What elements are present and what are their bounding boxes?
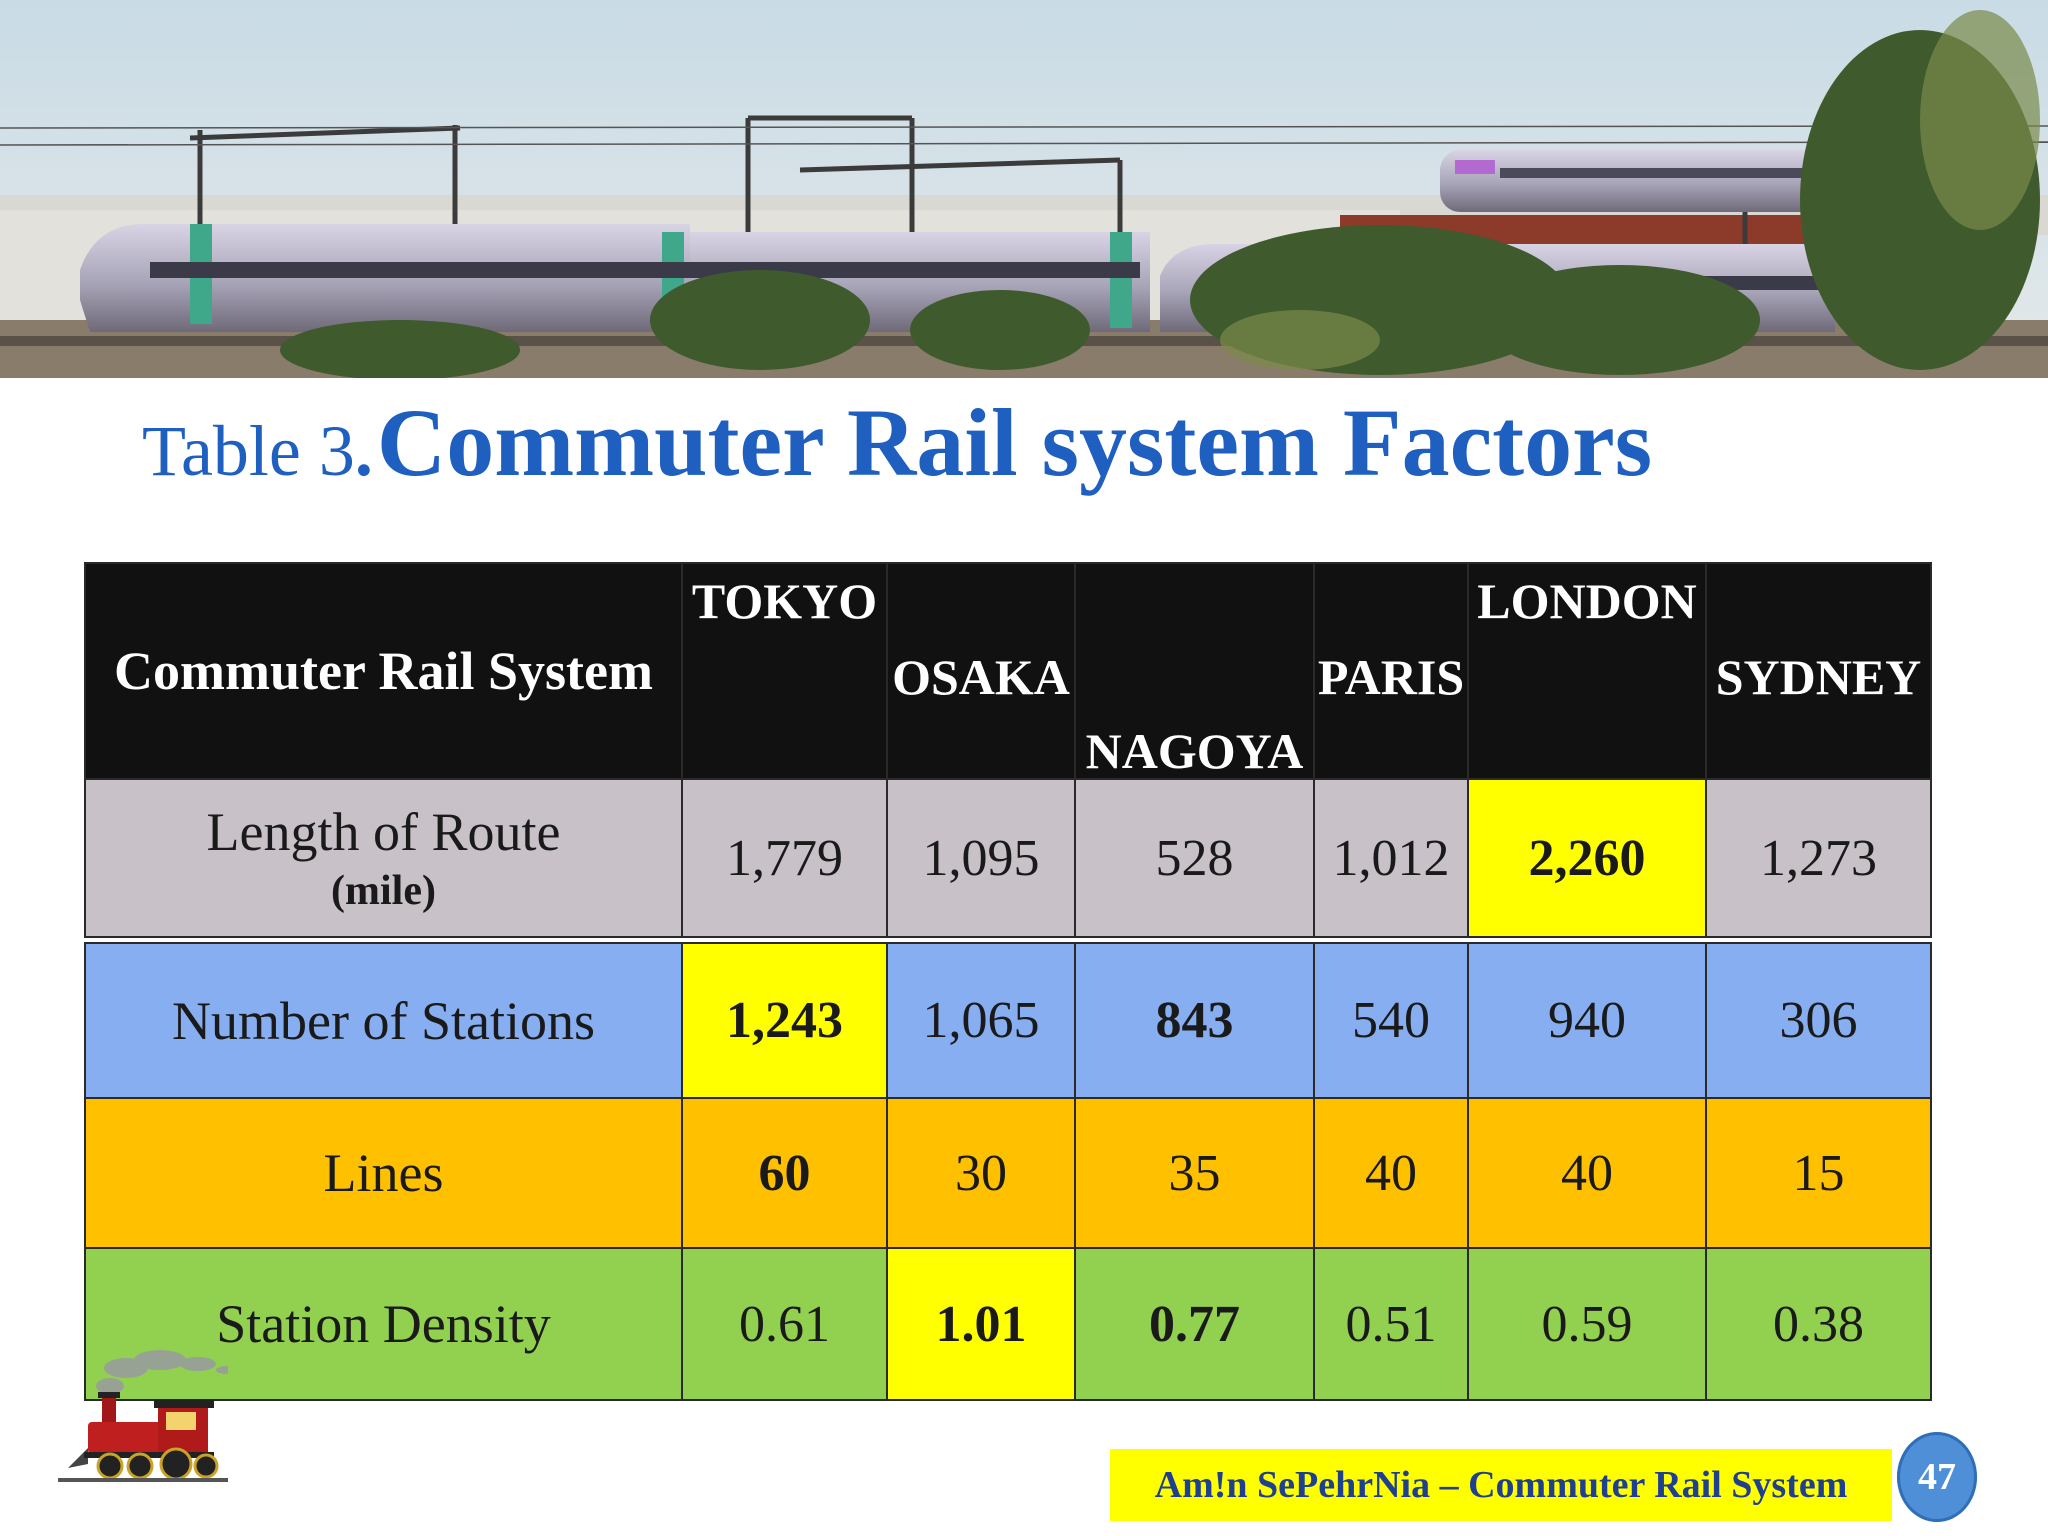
table-cell: 0.38 xyxy=(1705,1247,1932,1401)
table-row: Lines 60 30 35 40 40 15 xyxy=(84,1097,1932,1249)
table-cell-highlight: 1.01 xyxy=(886,1247,1076,1401)
table-cell: 1,065 xyxy=(886,942,1076,1099)
table-row: Length of Route (mile) 1,779 1,095 528 1… xyxy=(84,778,1932,938)
row-label: Station Density xyxy=(84,1247,683,1401)
header-label: Commuter Rail System xyxy=(84,562,683,780)
title-main: Commuter Rail system Factors xyxy=(376,389,1653,496)
table-cell: 30 xyxy=(886,1097,1076,1249)
table-cell: 1,273 xyxy=(1705,778,1932,938)
table-cell: 1,779 xyxy=(681,778,888,938)
title-separator: . xyxy=(354,411,373,491)
table-cell-bold: 0.77 xyxy=(1074,1247,1315,1401)
table-row: Number of Stations 1,243 1,065 843 540 9… xyxy=(84,942,1932,1099)
table-cell: 40 xyxy=(1313,1097,1469,1249)
table-cell: 528 xyxy=(1074,778,1315,938)
table-cell: 306 xyxy=(1705,942,1932,1099)
table-cell-highlight: 1,243 xyxy=(681,942,888,1099)
banner-photo xyxy=(0,0,2048,378)
page-number-badge: 47 xyxy=(1897,1432,1977,1522)
slide-title: Table 3. Commuter Rail system Factors xyxy=(142,395,1992,491)
header-city: TOKYO xyxy=(681,562,888,780)
table-cell: 40 xyxy=(1467,1097,1707,1249)
table-cell: 1,095 xyxy=(886,778,1076,938)
header-city: SYDNEY xyxy=(1705,562,1932,780)
table-cell-bold: 843 xyxy=(1074,942,1315,1099)
table-cell: 0.51 xyxy=(1313,1247,1469,1401)
title-prefix: Table 3 xyxy=(142,411,355,491)
table-cell-highlight: 2,260 xyxy=(1467,778,1707,938)
header-city: LONDON xyxy=(1467,562,1707,780)
row-separator xyxy=(85,936,1931,944)
table-cell: 540 xyxy=(1313,942,1469,1099)
header-city: PARIS xyxy=(1313,562,1469,780)
header-city: NAGOYA xyxy=(1074,562,1315,780)
table-cell: 35 xyxy=(1074,1097,1315,1249)
table-header-row: Commuter Rail System TOKYO OSAKA NAGOYA … xyxy=(84,562,1932,780)
row-label-text: Length of Route xyxy=(206,802,561,862)
table-row: Station Density 0.61 1.01 0.77 0.51 0.59… xyxy=(84,1247,1932,1401)
locomotive-clipart xyxy=(48,1340,236,1490)
table-cell: 0.61 xyxy=(681,1247,888,1401)
row-label: Number of Stations xyxy=(84,942,683,1099)
table-cell-bold: 60 xyxy=(681,1097,888,1249)
row-label: Lines xyxy=(84,1097,683,1249)
header-city: OSAKA xyxy=(886,562,1076,780)
rail-factors-table: Commuter Rail System TOKYO OSAKA NAGOYA … xyxy=(84,562,1932,1401)
table-cell: 940 xyxy=(1467,942,1707,1099)
footer-credit: Am!n SePehrNia – Commuter Rail System xyxy=(1110,1449,1892,1521)
row-separator-cell xyxy=(85,936,1931,944)
row-label: Length of Route (mile) xyxy=(84,778,683,938)
table-cell: 15 xyxy=(1705,1097,1932,1249)
table-cell: 1,012 xyxy=(1313,778,1469,938)
row-label-unit: (mile) xyxy=(331,868,436,914)
table-cell: 0.59 xyxy=(1467,1247,1707,1401)
